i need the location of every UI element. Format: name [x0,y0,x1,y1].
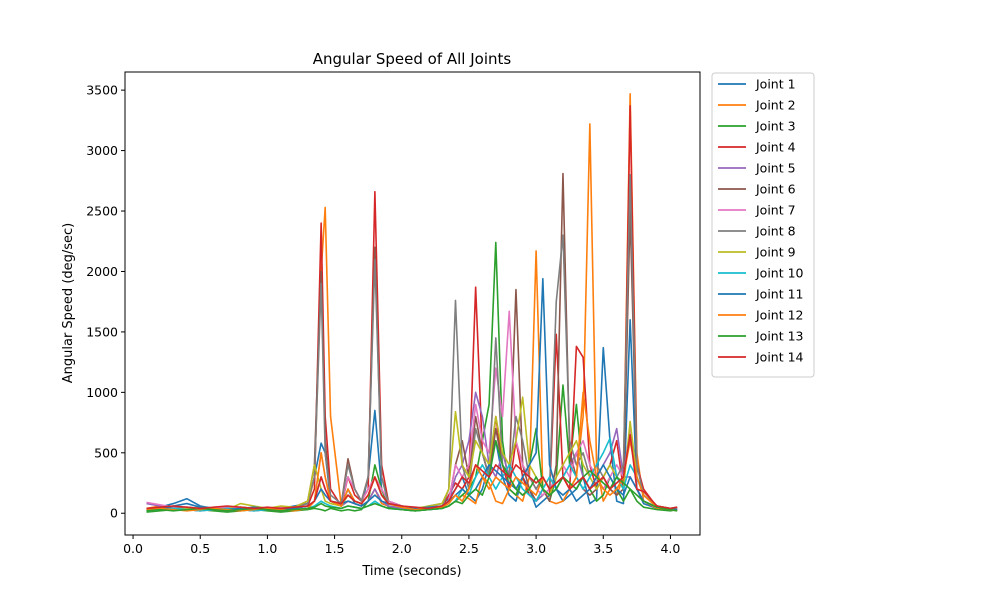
chart-title: Angular Speed of All Joints [313,50,512,68]
legend-entry-label: Joint 10 [755,266,804,281]
y-tick-label: 0 [110,506,118,521]
y-tick-label: 2000 [86,264,118,279]
legend-entry-label: Joint 1 [755,77,796,92]
legend-entry-label: Joint 14 [755,350,804,365]
y-tick-label: 1000 [86,385,118,400]
x-tick-label: 0.0 [123,541,143,556]
x-tick-label: 3.5 [593,541,613,556]
legend-entry-label: Joint 6 [755,182,796,197]
legend-entry-label: Joint 11 [755,287,804,302]
legend-entry-label: Joint 4 [755,140,796,155]
y-axis-label: Angular Speed (deg/sec) [61,223,76,384]
x-axis: 0.0 0.5 1.0 1.5 2.0 2.5 3.0 3.5 4.0 [123,535,680,556]
x-axis-label: Time (seconds) [361,564,461,579]
y-axis: 0 500 1000 1500 2000 2500 3000 3500 [86,83,125,521]
series-layer [146,92,678,513]
series-line-joint-14 [146,433,678,510]
plot-frame [124,71,701,536]
legend-box [711,72,815,378]
y-tick-label: 500 [94,445,118,460]
x-tick-label: 0.5 [190,541,210,556]
legend-entry-label: Joint 13 [755,329,804,344]
legend-entry-label: Joint 3 [755,119,796,134]
series-line-joint-12 [146,391,678,512]
y-tick-label: 3500 [86,83,118,98]
legend-entry-label: Joint 2 [755,98,796,113]
legend-entry-label: Joint 12 [755,308,804,323]
y-tick-label: 1500 [86,324,118,339]
legend: Joint 1 Joint 2 Joint 3 Joint 4 Joint 5 Joint… [711,72,815,378]
y-tick-label: 3000 [86,143,118,158]
legend-entry-label: Joint 7 [755,203,796,218]
x-tick-label: 4.0 [660,541,680,556]
x-tick-label: 2.5 [459,541,479,556]
series-line-joint-4 [146,105,678,512]
legend-entry-label: Joint 9 [755,245,796,260]
series-line-joint-2 [146,92,678,512]
series-line-joint-9 [146,396,678,511]
y-tick-label: 2500 [86,204,118,219]
legend-entry-label: Joint 8 [755,224,796,239]
x-tick-label: 3.0 [526,541,546,556]
legend-entry-label: Joint 5 [755,161,796,176]
series-line-joint-13 [146,439,678,512]
series-line-joint-11 [146,277,678,511]
x-tick-label: 2.0 [392,541,412,556]
plot-area [124,71,701,536]
x-tick-label: 1.5 [325,541,345,556]
x-tick-label: 1.0 [257,541,277,556]
